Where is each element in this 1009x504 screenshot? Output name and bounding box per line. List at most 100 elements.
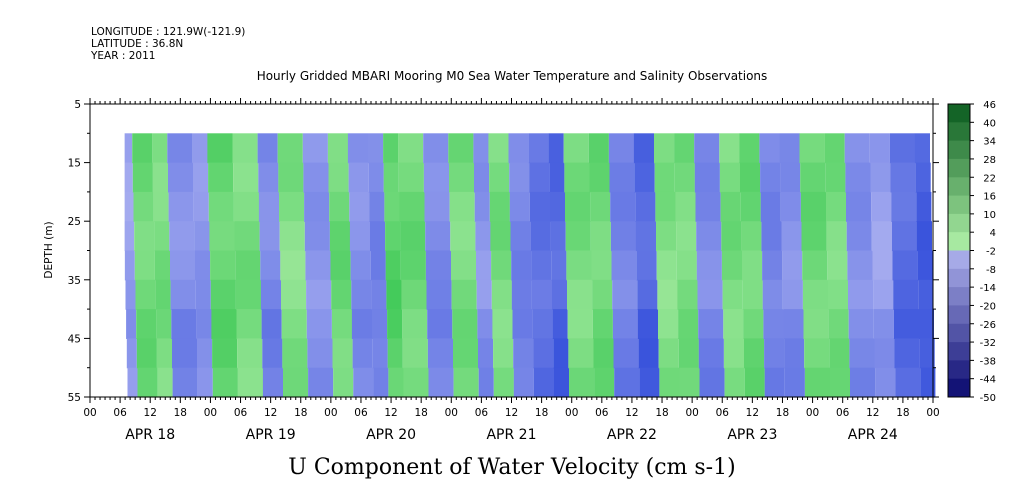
heat-cell bbox=[920, 367, 936, 398]
colorbar-label: 4 bbox=[990, 228, 996, 239]
x-tick-label: 12 bbox=[746, 407, 759, 419]
colorbar-swatch bbox=[948, 342, 970, 361]
heat-cell bbox=[168, 191, 194, 222]
heat-cell bbox=[136, 309, 157, 339]
x-tick-label: 18 bbox=[174, 407, 187, 419]
heat-cell bbox=[124, 250, 135, 281]
heat-cell bbox=[350, 250, 371, 281]
heat-cell bbox=[550, 221, 566, 252]
y-axis: 5 15 25 35 45 55 bbox=[68, 99, 939, 404]
heat-cell bbox=[676, 221, 697, 252]
colorbar-label: 16 bbox=[983, 192, 996, 203]
heat-cell bbox=[169, 221, 195, 252]
heat-cell bbox=[232, 133, 258, 164]
heat-cell bbox=[870, 162, 891, 193]
heat-cell bbox=[123, 191, 134, 222]
heat-cell bbox=[528, 133, 549, 164]
heat-cell bbox=[674, 133, 695, 164]
heat-cell bbox=[720, 191, 741, 222]
heat-cell bbox=[800, 162, 826, 193]
heat-cell bbox=[426, 279, 452, 310]
x-tick-label: 12 bbox=[505, 407, 518, 419]
heat-cell bbox=[449, 191, 475, 222]
heat-cell bbox=[370, 250, 386, 281]
heat-cell bbox=[799, 133, 825, 164]
heat-cell bbox=[782, 250, 803, 281]
heat-cell bbox=[872, 250, 893, 281]
colorbar-label: 40 bbox=[983, 118, 996, 129]
heat-cell bbox=[509, 191, 530, 222]
y-tick-label: 5 bbox=[74, 99, 81, 111]
heat-cell bbox=[529, 191, 550, 222]
x-tick-label: 00 bbox=[445, 407, 458, 419]
heat-cell bbox=[168, 162, 194, 193]
heat-cell bbox=[193, 162, 209, 193]
heat-cell bbox=[172, 338, 198, 369]
heat-cell bbox=[639, 367, 660, 398]
x-tick-label: 18 bbox=[294, 407, 307, 419]
heat-cell bbox=[451, 250, 477, 281]
date-label: APR 24 bbox=[848, 427, 898, 443]
colorbar-label: 22 bbox=[983, 173, 996, 184]
heat-cell bbox=[635, 191, 656, 222]
heat-cell bbox=[171, 309, 197, 339]
heat-cell bbox=[208, 162, 234, 193]
y-axis-label: DEPTH (m) bbox=[43, 221, 55, 278]
heat-cell bbox=[513, 367, 534, 398]
heat-cell bbox=[891, 221, 917, 252]
heat-cell bbox=[282, 338, 308, 369]
heat-cell bbox=[489, 191, 510, 222]
heat-cell bbox=[694, 162, 720, 193]
heat-cell bbox=[744, 367, 765, 398]
heat-cell bbox=[155, 279, 171, 310]
heat-cell bbox=[873, 279, 894, 310]
colorbar-swatch bbox=[948, 287, 970, 306]
x-tick-label: 18 bbox=[776, 407, 789, 419]
heat-cell bbox=[530, 221, 551, 252]
heat-cell bbox=[307, 338, 333, 369]
heat-cell bbox=[871, 191, 892, 222]
heat-cell bbox=[780, 162, 801, 193]
x-tick-label: 12 bbox=[625, 407, 638, 419]
heat-cell bbox=[698, 309, 724, 339]
heat-cell bbox=[762, 279, 783, 310]
heat-cell bbox=[329, 221, 350, 252]
y-tick-label: 25 bbox=[68, 216, 81, 228]
heat-cell bbox=[304, 191, 330, 222]
heat-cell bbox=[262, 338, 283, 369]
heat-cell bbox=[208, 191, 234, 222]
colorbar-label: 46 bbox=[983, 100, 996, 111]
heat-cell bbox=[126, 338, 137, 369]
heat-cell bbox=[154, 221, 170, 252]
heat-cell bbox=[918, 279, 934, 310]
heat-cell bbox=[349, 221, 370, 252]
heat-cell bbox=[675, 191, 696, 222]
heat-cell bbox=[476, 279, 492, 310]
heat-cell bbox=[609, 162, 635, 193]
heat-cell bbox=[825, 162, 846, 193]
x-tick-label: 06 bbox=[234, 407, 248, 419]
heat-cell bbox=[656, 250, 677, 281]
x-tick-label: 12 bbox=[144, 407, 157, 419]
heat-cell bbox=[637, 279, 658, 310]
heat-cell bbox=[302, 133, 328, 164]
colorbar-label: -20 bbox=[980, 301, 996, 312]
heat-cell bbox=[658, 309, 679, 339]
heat-cell bbox=[611, 250, 637, 281]
heat-cell bbox=[167, 133, 193, 164]
heat-cell bbox=[722, 279, 743, 310]
x-tick-label: 00 bbox=[685, 407, 698, 419]
x-tick-label: 00 bbox=[926, 407, 939, 419]
heat-cell bbox=[424, 191, 450, 222]
heat-cell bbox=[678, 309, 699, 339]
heat-cell bbox=[590, 221, 611, 252]
heat-cell bbox=[490, 221, 511, 252]
heat-cell bbox=[258, 191, 279, 222]
heat-cell bbox=[279, 221, 305, 252]
heat-cell bbox=[919, 338, 935, 369]
x-tick-label: 00 bbox=[806, 407, 819, 419]
colorbar-swatch bbox=[948, 213, 970, 233]
heat-cell bbox=[237, 338, 263, 369]
heat-cell bbox=[781, 221, 802, 252]
heat-cell bbox=[257, 133, 278, 164]
